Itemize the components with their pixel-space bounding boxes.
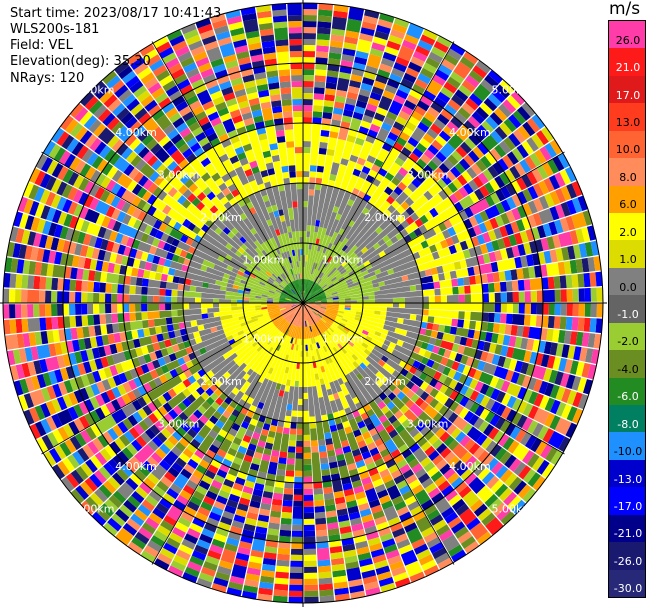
range-ring-label: 3.00km	[158, 169, 200, 182]
azimuth-spoke	[41, 151, 304, 304]
colorbar-tick-label: -17.0	[613, 500, 643, 513]
colorbar-tick-label: 10.0	[615, 143, 641, 157]
range-ring-label: 1.00km	[243, 333, 285, 346]
range-ring-label: 4.00km	[449, 126, 491, 139]
colorbar-tick-label: 21.0	[615, 61, 641, 75]
colorbar-tick-label: 0.0	[619, 280, 637, 294]
colorbar-segment	[609, 514, 645, 543]
range-ring-label: 5.00km	[492, 84, 534, 97]
colorbar-segment	[609, 48, 645, 77]
colorbar-segment	[609, 569, 645, 598]
colorbar-segment	[609, 185, 645, 214]
range-ring-label: 1.00km	[322, 253, 364, 266]
colorbar-tick-label: -26.0	[613, 554, 643, 568]
azimuth-spoke	[41, 302, 304, 455]
colorbar-tick-label: -21.0	[613, 527, 643, 541]
colorbar-segment	[609, 459, 645, 488]
range-ring-label: 4.00km	[115, 460, 157, 473]
range-ring-label: 4.00km	[115, 126, 157, 139]
colorbar-tick-label: 2.0	[619, 225, 637, 239]
colorbar-segment	[609, 542, 645, 571]
colorbar-tick-label: 17.0	[615, 88, 641, 102]
field-text: Field: VEL	[10, 38, 73, 53]
ppi-plot: 1.00km 1.00km 1.00km 1.00km 2.00km 2.00km 2.00…	[0, 0, 607, 607]
colorbar-tick-label: -13.0	[613, 472, 643, 486]
colorbar-unit: m/s	[609, 0, 641, 19]
range-ring-label: 3.00km	[407, 169, 449, 182]
instrument-text: WLS200s-181	[10, 22, 100, 37]
colorbar-segment	[609, 295, 645, 324]
range-ring-label: 5.00km	[73, 84, 115, 97]
velocity-cells	[3, 15, 600, 597]
colorbar-segment	[609, 377, 645, 406]
colorbar-segment	[609, 267, 645, 296]
colorbar-segment	[609, 75, 645, 104]
velocity-cells	[15, 10, 591, 598]
azimuth-spoke	[302, 302, 455, 565]
colorbar-tick-label: -4.0	[617, 362, 639, 376]
colorbar-segment	[609, 432, 645, 461]
colorbar-tick-label: -1.0	[617, 308, 639, 321]
colorbar-segment	[609, 487, 645, 516]
colorbar-segment	[609, 405, 645, 433]
azimuth-spoke	[302, 151, 565, 304]
velocity-cells	[9, 12, 593, 580]
range-ring-label: 2.00km	[364, 211, 406, 224]
colorbar-segment	[609, 240, 645, 269]
range-ring-label: 2.00km	[364, 375, 406, 388]
colorbar-segment	[609, 21, 645, 49]
colorbar-tick-label: -2.0	[617, 335, 639, 349]
azimuth-spoke	[151, 41, 304, 304]
colorbar-tick-label: 6.0	[619, 198, 637, 212]
colorbar-tick-label: -30.0	[613, 582, 643, 596]
elevation-text: Elevation(deg): 35.30	[10, 54, 151, 69]
range-ring-label: 3.00km	[407, 418, 449, 431]
range-ring-label: 1.00km	[243, 253, 285, 266]
colorbar-tick-label: 1.0	[619, 253, 637, 267]
colorbar-segment	[609, 158, 645, 187]
range-ring-label: 4.00km	[449, 460, 491, 473]
nrays-text: NRays: 120	[10, 71, 85, 86]
colorbar-segment	[609, 350, 645, 379]
range-ring-label: 3.00km	[158, 418, 200, 431]
range-ring-label: 5.00km	[73, 502, 115, 515]
colorbar-tick-label: 13.0	[615, 116, 641, 129]
colorbar-tick-label: -6.0	[617, 390, 639, 404]
velocity-cells	[9, 16, 591, 585]
colorbar-tick-label: 8.0	[619, 170, 637, 184]
range-ring-label: 5.00km	[492, 502, 534, 515]
colorbar-segment	[609, 103, 645, 132]
colorbar-segment	[609, 213, 645, 241]
start-time-text: Start time: 2023/08/17 10:41:43	[10, 6, 222, 21]
colorbar-segment	[609, 322, 645, 351]
range-ring-label: 2.00km	[200, 211, 242, 224]
colorbar-tick-label: -10.0	[613, 445, 643, 459]
azimuth-spoke	[151, 302, 304, 565]
azimuth-spoke	[302, 41, 455, 304]
colorbar-segment	[609, 130, 645, 159]
range-ring-label: 1.00km	[322, 333, 364, 346]
azimuth-spoke	[302, 302, 565, 455]
colorbar-tick-label: 26.0	[615, 33, 641, 47]
range-ring-label: 2.00km	[200, 375, 242, 388]
colorbar-tick-label: -8.0	[617, 417, 639, 431]
colorbar: 26.0 21.0 17.0 13.0 10.0 8.0 6.0 2.0 1.0 0.0 -1.0 -…	[608, 20, 646, 598]
